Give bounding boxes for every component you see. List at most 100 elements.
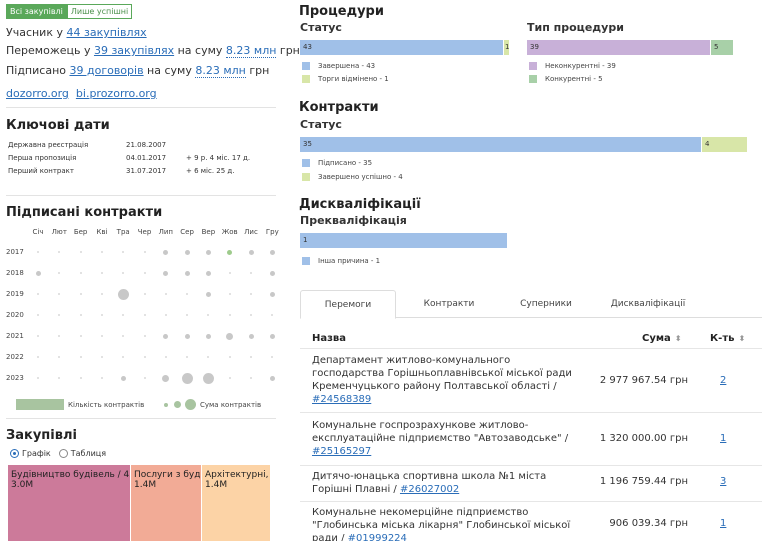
tab-rivals[interactable]: Суперники xyxy=(520,299,572,309)
bar-finished[interactable]: 4 xyxy=(702,137,747,152)
month-label: Лис xyxy=(244,228,258,236)
contract-dot xyxy=(79,377,82,379)
treemap-cell[interactable]: Архітектурні, ін 1.4M xyxy=(202,465,270,541)
contract-dot[interactable] xyxy=(269,291,275,297)
toggle-success-button[interactable]: Лише успішні xyxy=(66,4,133,19)
contract-dot[interactable] xyxy=(248,249,254,255)
contract-dot[interactable] xyxy=(248,333,254,339)
contract-dot[interactable] xyxy=(205,270,211,276)
signed-amount: 8.23 млн xyxy=(195,64,246,78)
contract-dot[interactable] xyxy=(226,332,234,340)
toggle-all-button[interactable]: Всі закупівлі xyxy=(6,4,67,19)
contract-dot[interactable] xyxy=(120,375,126,381)
contract-dot xyxy=(250,377,252,379)
sort-icon: ⬍ xyxy=(674,334,682,343)
legend-count-bar xyxy=(16,399,64,410)
contract-dot xyxy=(164,356,167,358)
contract-dot[interactable] xyxy=(184,333,190,339)
bar-cancelled[interactable]: 1 xyxy=(504,40,509,55)
customer-id-link[interactable]: #24568389 xyxy=(312,394,372,405)
contract-dot[interactable] xyxy=(117,288,129,300)
table-row: Комунальне госпрозрахункове житлово-експ… xyxy=(300,412,762,465)
contract-dot[interactable] xyxy=(227,249,233,255)
radio-table[interactable] xyxy=(58,449,68,458)
contract-dot[interactable] xyxy=(205,333,211,339)
row-count-link[interactable]: 1 xyxy=(720,433,727,444)
key-date-value: 04.01.2017 xyxy=(126,154,167,162)
table-row: Комунальне некомерційне підприємство "Гл… xyxy=(300,501,762,541)
col-count-header[interactable]: К-ть ⬍ xyxy=(710,333,746,344)
contract-dot[interactable] xyxy=(202,372,214,384)
col-sum-header[interactable]: Сума ⬍ xyxy=(642,333,682,344)
signed-link[interactable]: 39 договорів xyxy=(69,64,144,77)
bi-prozorro-link[interactable]: bi.prozorro.org xyxy=(75,87,157,100)
contract-dot xyxy=(37,356,39,358)
contract-dot[interactable] xyxy=(181,372,193,384)
month-label: Лют xyxy=(51,228,67,236)
key-date-row: Державна реєстрація xyxy=(8,141,89,149)
customer-name: Комунальне госпрозрахункове житлово-експ… xyxy=(312,420,569,457)
contract-dot xyxy=(164,314,167,316)
contract-dot[interactable] xyxy=(205,249,211,255)
contract-dot xyxy=(58,377,61,379)
bar-completed[interactable]: 43 xyxy=(300,40,503,55)
customer-id-link[interactable]: #01999224 xyxy=(347,533,407,541)
key-date-row: Перший контракт xyxy=(8,167,74,175)
contract-dot xyxy=(186,356,189,358)
prequalification-title: Прекваліфікація xyxy=(300,214,407,227)
divider xyxy=(6,107,276,108)
contract-dot[interactable] xyxy=(269,249,275,255)
customer-id-link[interactable]: #25165297 xyxy=(312,446,372,457)
contract-dot[interactable] xyxy=(269,270,275,276)
contract-dot[interactable] xyxy=(162,374,170,382)
contract-dot[interactable] xyxy=(269,333,275,339)
winner-link[interactable]: 39 закупівлях xyxy=(93,44,175,57)
contract-dot xyxy=(143,377,146,379)
contract-dot xyxy=(100,251,103,253)
col-name-header[interactable]: Назва xyxy=(312,333,347,344)
contract-dot[interactable] xyxy=(35,270,41,276)
year-label: 2022 xyxy=(6,353,24,361)
treemap-cell[interactable]: Будівництво будівель / 452 3.0M xyxy=(8,465,130,541)
treemap-cell[interactable]: Послуги з буді 1.4M xyxy=(131,465,201,541)
tab-disqualifications[interactable]: Дискваліфікації xyxy=(610,299,686,309)
contract-dot xyxy=(143,356,146,358)
tab-wins[interactable]: Перемоги xyxy=(300,290,396,319)
contract-dot[interactable] xyxy=(163,270,169,276)
contract-dot[interactable] xyxy=(205,291,211,297)
bar-other-reason[interactable]: 1 xyxy=(300,233,507,248)
contract-dot xyxy=(100,335,103,337)
tab-contracts[interactable]: Контракти xyxy=(423,299,475,309)
swatch xyxy=(302,257,310,265)
dozorro-link[interactable]: dozorro.org xyxy=(6,87,69,100)
contract-dot xyxy=(250,272,252,274)
contract-dot xyxy=(143,293,146,295)
bar-signed[interactable]: 35 xyxy=(300,137,701,152)
month-label: Лип xyxy=(158,228,173,236)
row-sum: 906 039.34 грн xyxy=(609,518,688,529)
contract-dot xyxy=(271,356,274,358)
bar-noncompetitive[interactable]: 39 xyxy=(527,40,710,55)
contract-dot[interactable] xyxy=(269,375,275,381)
procedures-status-title: Статус xyxy=(300,21,342,34)
radio-graph[interactable] xyxy=(10,449,19,458)
row-count-link[interactable]: 1 xyxy=(720,518,727,529)
contract-dot xyxy=(122,251,125,253)
swatch xyxy=(302,173,310,181)
month-label: Сер xyxy=(180,228,194,236)
row-count-link[interactable]: 3 xyxy=(720,476,727,487)
row-count-link[interactable]: 2 xyxy=(720,375,727,386)
contract-dot[interactable] xyxy=(184,249,190,255)
key-date-row: Перша пропозиція xyxy=(8,154,77,162)
bar-competitive[interactable]: 5 xyxy=(711,40,733,55)
contract-dot xyxy=(100,293,103,295)
contract-dot xyxy=(79,251,82,253)
month-label: Тра xyxy=(116,228,130,236)
contract-dot xyxy=(186,314,189,316)
contract-dot[interactable] xyxy=(184,270,190,276)
customer-name: Дитячо-юнацька спортивна школа №1 міста … xyxy=(312,471,547,495)
customer-id-link[interactable]: #26027002 xyxy=(399,484,460,495)
contract-dot[interactable] xyxy=(163,333,169,339)
participant-link[interactable]: 44 закупівлях xyxy=(66,26,147,39)
contract-dot[interactable] xyxy=(163,249,169,255)
